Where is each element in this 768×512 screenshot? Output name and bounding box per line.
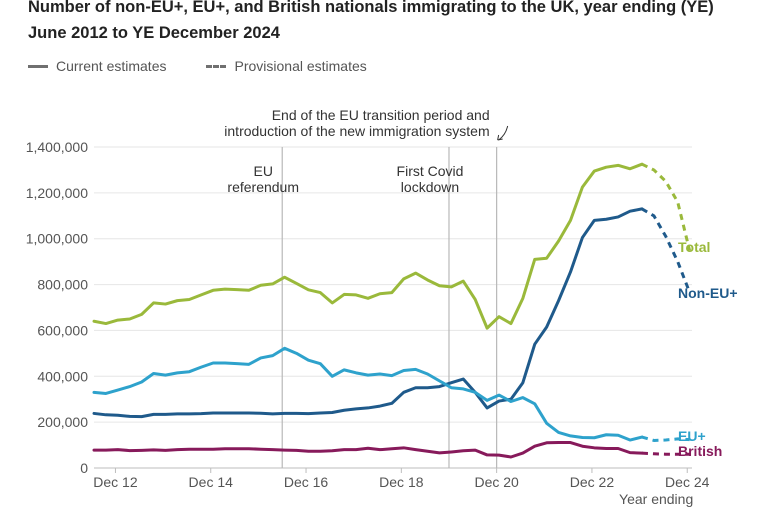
series-label: Non-EU+ — [678, 285, 738, 301]
series-line-total — [92, 162, 644, 330]
x-axis: Dec 12 Dec 14 Dec 16 Dec 18 Dec 20 Dec 22 Dec … — [93, 468, 710, 507]
series-line-non-eu- — [92, 207, 644, 419]
legend: Current estimates Provisional estimates — [28, 58, 367, 74]
legend-dashed-line-icon — [206, 64, 227, 68]
series-provisional-total — [641, 162, 692, 251]
annotation-text: introduction of the new immigration syst… — [224, 123, 489, 139]
gridlines — [94, 146, 692, 469]
y-tick-label: 1,000,000 — [26, 231, 88, 247]
x-tick-label: Dec 20 — [474, 474, 519, 490]
series-label: Total — [678, 239, 710, 255]
x-axis-label: Year ending — [619, 491, 693, 507]
legend-provisional-label: Provisional estimates — [234, 58, 367, 74]
series-labels: Total Non-EU+ EU+British — [678, 239, 738, 459]
annotation-arrowhead-icon — [497, 134, 503, 141]
x-tick-label: Dec 16 — [284, 474, 329, 490]
y-axis: 0 200,000 400,000 600,000 800,000 1,000,000 1,… — [26, 139, 89, 476]
legend-current-label: Current estimates — [56, 58, 167, 74]
legend-provisional: Provisional estimates — [206, 58, 367, 74]
chart-title: Number of non-EU+, EU+, and British nati… — [28, 0, 714, 42]
x-tick-label: Dec 22 — [570, 474, 615, 490]
series-provisional-eu- — [641, 435, 690, 442]
annotation-text: End of the EU transition period and — [272, 107, 490, 123]
event-markers — [281, 147, 498, 468]
y-tick-label: 1,400,000 — [26, 139, 88, 155]
y-tick-label: 600,000 — [37, 322, 88, 338]
legend-current: Current estimates — [28, 58, 166, 74]
y-tick-label: 0 — [80, 460, 88, 476]
y-tick-label: 400,000 — [37, 368, 88, 384]
y-tick-label: 800,000 — [37, 277, 88, 293]
x-tick-label: Dec 24 — [665, 474, 710, 490]
x-tick-label: Dec 18 — [379, 474, 424, 490]
annotation-text: EU — [253, 163, 272, 179]
y-tick-label: 1,200,000 — [26, 185, 88, 201]
x-tick-label: Dec 14 — [189, 474, 234, 490]
annotation-text: First Covid — [397, 163, 464, 179]
series-line-eu- — [92, 346, 644, 442]
series-label: British — [678, 443, 722, 459]
y-tick-label: 200,000 — [37, 414, 88, 430]
series-lines — [92, 162, 692, 459]
annotation-text: referendum — [227, 179, 299, 195]
series-provisional-british — [641, 451, 690, 456]
series-provisional-non-eu- — [641, 207, 692, 293]
annotation-arrow-icon — [498, 125, 509, 141]
series-label: EU+ — [678, 428, 706, 444]
series-line-british — [92, 441, 644, 459]
annotation-text: lockdown — [401, 179, 459, 195]
x-tick-label: Dec 12 — [93, 474, 138, 490]
legend-solid-line-icon — [28, 64, 48, 68]
